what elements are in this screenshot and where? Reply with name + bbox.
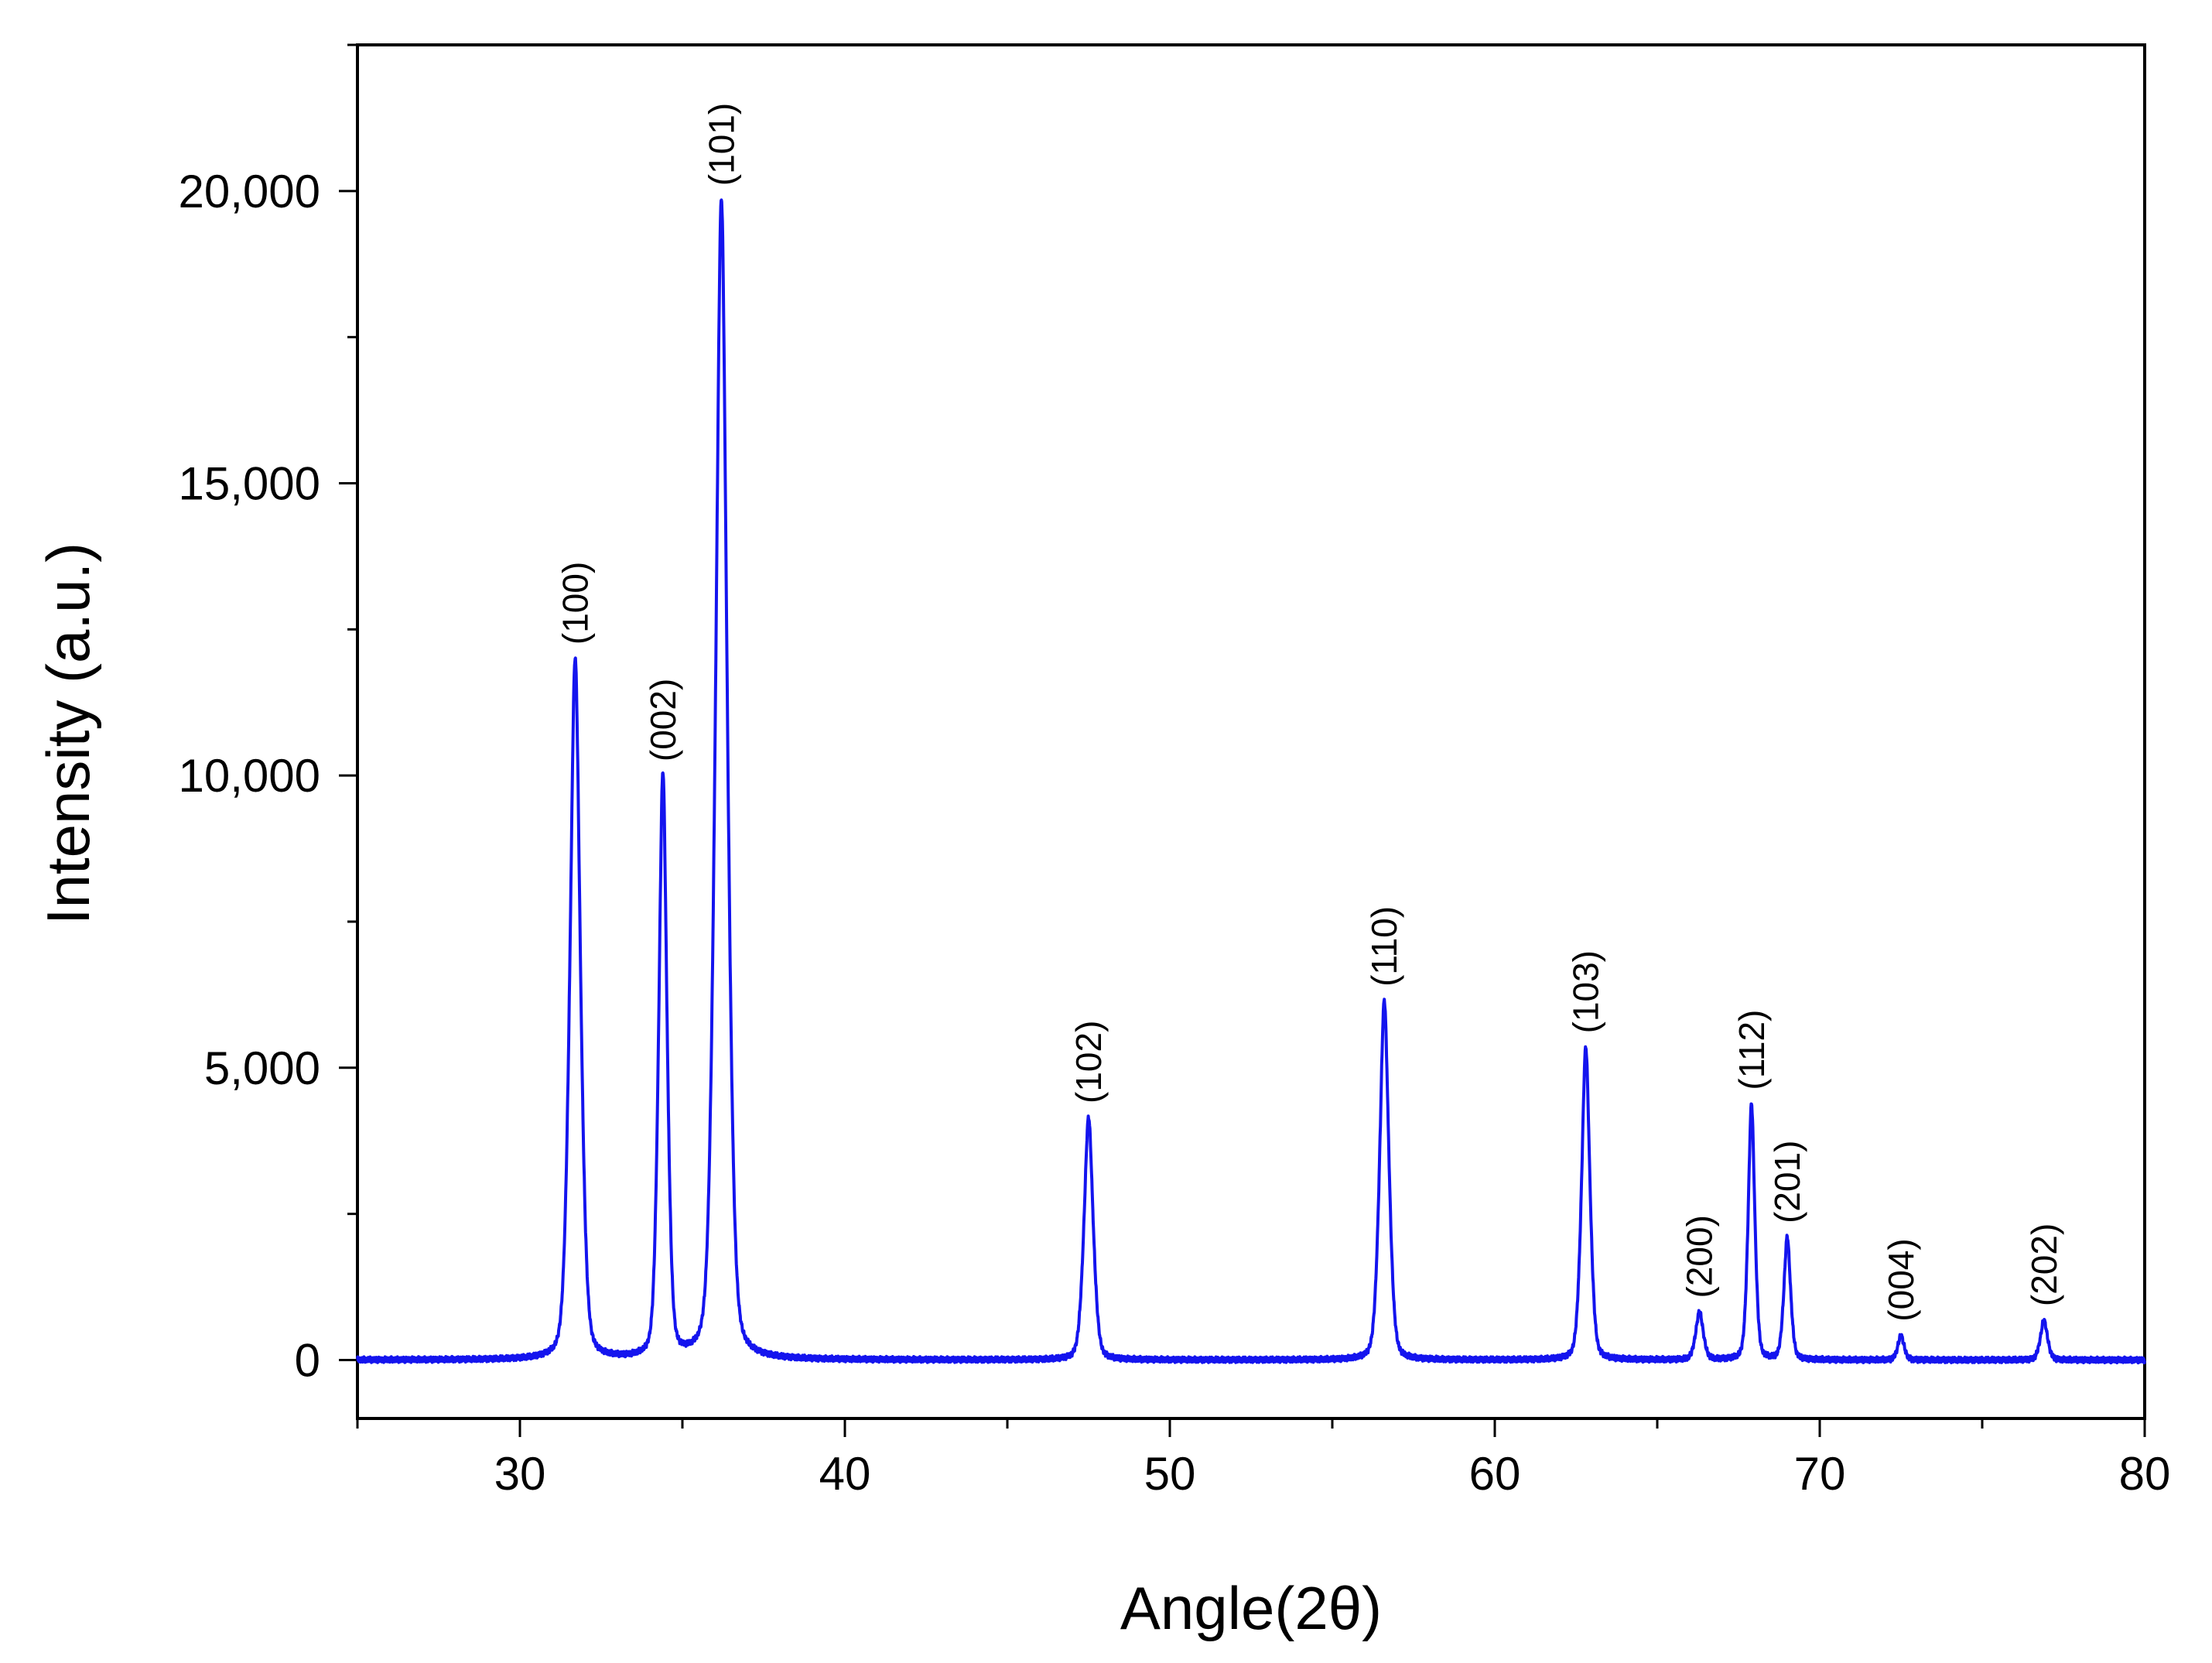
x-tick-label: 70: [1794, 1448, 1846, 1500]
y-axis-ticks: 0 5,000 10,000 15,000 20,000: [178, 43, 357, 1386]
peak-label: (100): [555, 562, 595, 645]
y-tick-label: 20,000: [178, 166, 320, 217]
peak-labels: (100) (002) (101) (102) (110) (103) (200) (112)…: [555, 103, 2063, 1322]
peak-label: (110): [1364, 906, 1404, 987]
x-tick-label: 80: [2119, 1448, 2171, 1500]
y-axis-title: Intensity (a.u.): [34, 542, 102, 925]
peak-label: (202): [2024, 1223, 2064, 1306]
y-tick-label: 15,000: [178, 457, 320, 509]
plot-frame: [356, 43, 2146, 1420]
series-line: [356, 198, 2146, 1365]
peak-label: (103): [1566, 950, 1606, 1033]
x-tick-label: 50: [1144, 1448, 1196, 1500]
y-tick-label: 5,000: [204, 1042, 320, 1094]
peak-label: (102): [1068, 1021, 1109, 1104]
x-tick-label: 40: [819, 1448, 871, 1500]
peak-label: (004): [1881, 1238, 1921, 1321]
y-tick-label: 0: [295, 1334, 320, 1386]
x-axis-title: Angle(2θ): [1120, 1574, 1382, 1642]
x-axis-ticks: 30 40 50 60 70 80: [356, 1418, 2171, 1500]
x-tick-label: 60: [1469, 1448, 1521, 1500]
peak-label: (101): [701, 103, 741, 186]
x-tick-label: 30: [494, 1448, 546, 1500]
peak-label: (112): [1732, 1010, 1772, 1090]
peak-label: (201): [1767, 1141, 1807, 1223]
y-tick-label: 10,000: [178, 750, 320, 802]
peak-label: (200): [1680, 1215, 1720, 1298]
peak-label: (002): [643, 679, 683, 761]
